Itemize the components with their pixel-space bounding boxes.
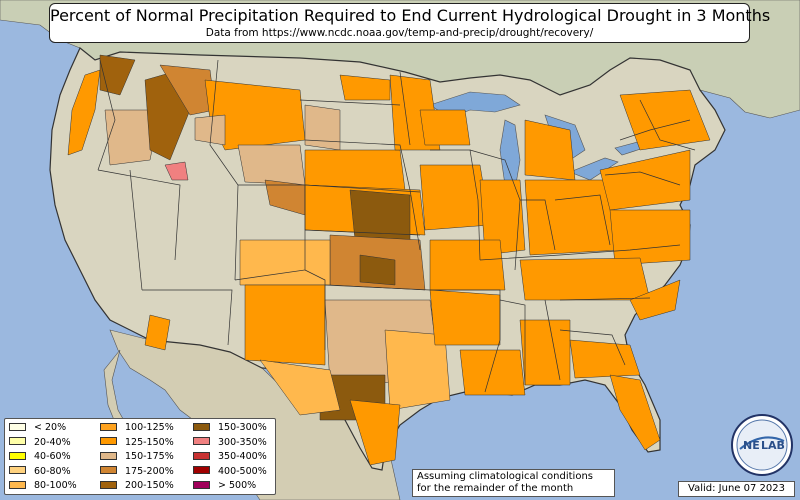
legend-item: 150-300%	[193, 421, 267, 434]
legend-item: 350-400%	[193, 450, 267, 463]
drought-region	[569, 339, 641, 379]
legend-swatch	[9, 422, 26, 431]
legend-swatch	[100, 437, 117, 445]
legend-swatch	[9, 480, 26, 489]
drought-region	[609, 209, 691, 266]
legend-label: 40-60%	[34, 451, 71, 462]
legend-label: 20-40%	[34, 436, 71, 448]
drought-region	[359, 254, 396, 286]
legend-swatch	[9, 451, 26, 460]
legend-label: 60-80%	[34, 465, 71, 477]
title-box: Percent of Normal Precipitation Required…	[49, 3, 771, 43]
drought-region	[429, 239, 506, 291]
lake-erie	[569, 157, 619, 181]
legend-item: 40-60%	[9, 450, 71, 463]
state-boundaries	[97, 59, 696, 393]
drought-region	[259, 359, 341, 416]
legend-swatch	[193, 480, 210, 489]
drought-region	[304, 104, 341, 151]
drought-region	[384, 329, 451, 411]
drought-region	[479, 179, 526, 256]
drought-region	[419, 109, 471, 146]
legend-label: 350-400%	[218, 451, 267, 462]
legend-item: 125-150%	[100, 436, 174, 449]
legend-label: 80-100%	[34, 480, 77, 491]
nevlab-logo: NE LAB	[731, 414, 793, 476]
map-subtitle: Data from https://www.ncdc.noaa.gov/temp…	[205, 27, 594, 39]
assumption-note: Assuming climatological conditions for t…	[412, 469, 615, 497]
legend-item: 200-150%	[100, 479, 174, 492]
legend-label: < 20%	[34, 422, 67, 433]
drought-region	[237, 144, 306, 186]
assumption-line-1: Assuming climatological conditions	[417, 471, 593, 482]
legend-label: 150-175%	[125, 451, 174, 462]
drought-region	[304, 149, 406, 191]
legend-swatch	[193, 422, 210, 431]
legend-item: 150-175%	[100, 450, 174, 463]
logo-text-right: LAB	[761, 439, 785, 452]
legend-item: > 500%	[193, 479, 256, 492]
legend-item: < 20%	[9, 421, 66, 434]
legend-item: 80-100%	[9, 479, 77, 492]
assumption-line-2: for the remainder of the month	[417, 483, 574, 494]
legend-item: 400-500%	[193, 465, 267, 478]
legend-swatch	[193, 451, 210, 460]
legend-swatch	[9, 437, 26, 445]
legend-item: 300-350%	[193, 436, 267, 449]
drought-region	[144, 314, 171, 351]
legend-label: 400-500%	[218, 465, 267, 477]
drought-region	[104, 109, 161, 166]
drought-region	[629, 279, 681, 321]
legend-label: 100-125%	[125, 422, 174, 433]
drought-region	[459, 349, 526, 396]
drought-region	[519, 319, 571, 386]
map-title: Percent of Normal Precipitation Required…	[50, 6, 771, 25]
drought-region	[194, 114, 226, 146]
drought-region	[429, 289, 501, 346]
legend-swatch	[193, 466, 210, 474]
drought-region	[419, 164, 491, 231]
legend-swatch	[100, 466, 117, 474]
legend-label: 300-350%	[218, 436, 267, 448]
legend-swatch	[100, 480, 117, 489]
drought-regions	[67, 54, 711, 466]
legend-item: 175-200%	[100, 465, 174, 478]
legend-item: 100-125%	[100, 421, 174, 434]
legend-label: 125-150%	[125, 436, 174, 448]
legend-label: > 500%	[218, 480, 257, 491]
drought-region	[99, 54, 136, 96]
legend-swatch	[9, 466, 26, 474]
drought-region	[244, 284, 326, 366]
legend-label: 150-300%	[218, 422, 267, 433]
drought-region	[519, 257, 651, 301]
drought-region	[609, 374, 661, 451]
drought-region	[164, 161, 189, 181]
legend-label: 200-150%	[125, 480, 174, 491]
legend-label: 175-200%	[125, 465, 174, 477]
drought-region	[239, 239, 331, 286]
valid-date: Valid: June 07 2023	[678, 481, 795, 497]
legend-item: 20-40%	[9, 436, 71, 449]
logo-text-left: NE	[743, 439, 760, 452]
drought-region	[339, 74, 391, 101]
legend-swatch	[100, 422, 117, 431]
drought-region	[349, 399, 401, 466]
drought-region	[599, 149, 691, 211]
legend-item: 60-80%	[9, 465, 71, 478]
legend-swatch	[100, 451, 117, 460]
legend: < 20% 20-40% 40-60% 60-80% 80-100% 100-125% 12…	[4, 418, 276, 495]
legend-swatch	[193, 437, 210, 445]
